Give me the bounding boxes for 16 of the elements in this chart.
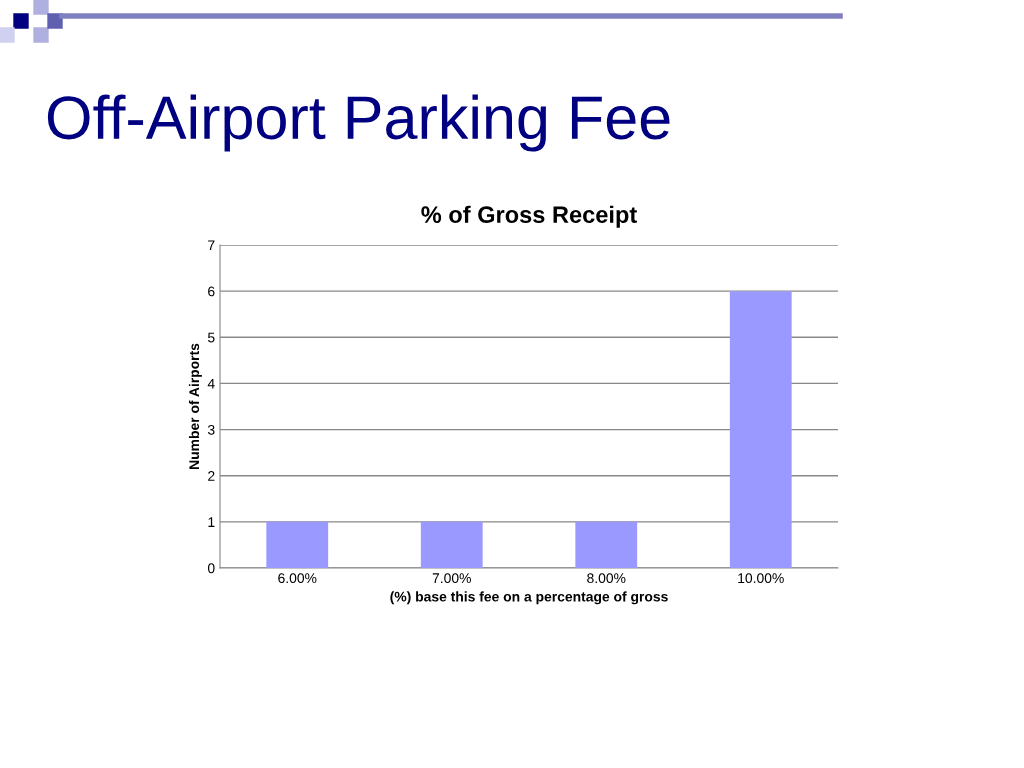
x-tick-label: 10.00% [738, 573, 784, 584]
x-tick-label: 8.00% [587, 573, 626, 584]
x-axis-title: (%) base this fee on a percentage of gross [390, 591, 668, 605]
y-tick-label: 0 [207, 563, 215, 574]
y-tick-label: 2 [208, 471, 215, 481]
y-tick-label: 4 [207, 378, 215, 389]
chart-subtitle: % of Gross Receipt [421, 205, 637, 228]
y-tick-label: 6 [208, 286, 215, 297]
chart-title: Off-Airport Parking Fee [47, 94, 670, 152]
y-tick-label: 1 [208, 517, 215, 527]
x-tick-label: 6.00% [278, 573, 317, 584]
y-tick-label: 3 [207, 424, 215, 435]
y-tick-label: 7 [208, 240, 215, 251]
y-axis-title: Number of Airports [188, 343, 202, 469]
x-tick-label: 7.00% [432, 573, 471, 584]
y-tick-label: 5 [207, 332, 215, 343]
